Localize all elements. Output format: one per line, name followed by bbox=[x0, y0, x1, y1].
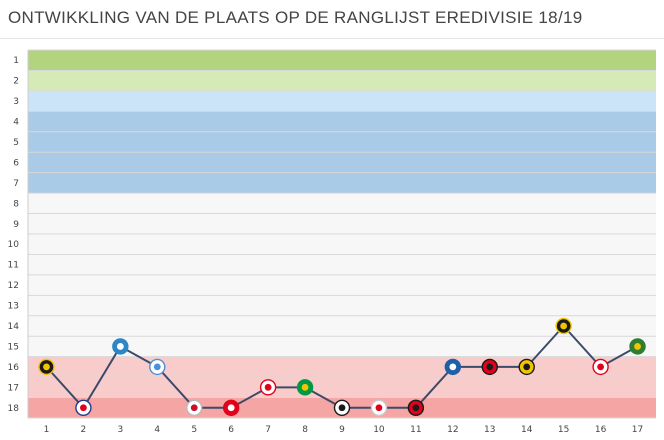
x-tick-label: 6 bbox=[228, 425, 234, 435]
y-tick-label: 11 bbox=[8, 261, 19, 271]
y-tick-label: 18 bbox=[8, 404, 20, 414]
data-point-badge bbox=[444, 358, 462, 376]
data-point-badge bbox=[481, 358, 498, 376]
x-tick-label: 8 bbox=[302, 425, 308, 435]
y-tick-label: 9 bbox=[13, 220, 19, 230]
badge-emblem bbox=[80, 404, 87, 412]
y-tick-label: 1 bbox=[13, 56, 19, 66]
x-tick-label: 10 bbox=[373, 425, 385, 435]
y-tick-label: 13 bbox=[8, 302, 19, 312]
badge-emblem bbox=[153, 363, 161, 371]
x-tick-label: 1 bbox=[44, 425, 50, 435]
x-tick-label: 5 bbox=[191, 425, 197, 435]
y-tick-label: 12 bbox=[8, 281, 19, 291]
data-point-badge bbox=[149, 358, 166, 376]
badge-emblem bbox=[523, 363, 531, 371]
badge-emblem bbox=[264, 383, 272, 391]
data-point-badge bbox=[75, 399, 92, 416]
series-points bbox=[38, 317, 646, 416]
data-point-badge bbox=[186, 399, 203, 416]
data-point-badge bbox=[296, 379, 314, 396]
data-point-badge bbox=[259, 379, 277, 396]
data-point-badge bbox=[222, 399, 240, 416]
badge-emblem bbox=[597, 363, 604, 371]
badge-emblem bbox=[486, 363, 494, 371]
y-tick-label: 17 bbox=[8, 383, 19, 393]
x-tick-label: 3 bbox=[117, 425, 123, 435]
title-divider bbox=[0, 38, 664, 39]
data-point-badge bbox=[112, 338, 129, 355]
chart-title: ONTWIKKLING VAN DE PLAATS OP DE RANGLIJS… bbox=[8, 8, 583, 27]
x-tick-label: 17 bbox=[632, 425, 643, 435]
y-tick-label: 6 bbox=[13, 158, 19, 168]
band-1 bbox=[28, 50, 656, 71]
x-tick-label: 13 bbox=[484, 425, 495, 435]
badge-emblem bbox=[227, 404, 235, 412]
badge-emblem bbox=[634, 343, 641, 350]
band-3 bbox=[28, 90, 656, 112]
badge-emblem bbox=[449, 363, 457, 371]
data-point-badge bbox=[629, 338, 646, 355]
data-point-badge bbox=[370, 399, 388, 416]
band-2 bbox=[28, 70, 656, 91]
y-tick-label: 8 bbox=[13, 199, 19, 209]
x-axis-ticks: 1 2 3 4 5 6 7 8 9 10 11 12 13 14 15 16 17 bbox=[44, 425, 644, 435]
x-tick-label: 15 bbox=[558, 425, 569, 435]
x-tick-label: 4 bbox=[154, 425, 160, 435]
badge-emblem bbox=[375, 404, 383, 412]
x-tick-label: 12 bbox=[447, 425, 458, 435]
y-tick-label: 10 bbox=[8, 240, 20, 250]
x-tick-label: 9 bbox=[339, 425, 345, 435]
badge-emblem bbox=[338, 404, 346, 412]
x-tick-label: 16 bbox=[595, 425, 607, 435]
badge-emblem bbox=[560, 322, 568, 330]
y-tick-label: 3 bbox=[13, 97, 19, 107]
x-tick-label: 14 bbox=[521, 425, 533, 435]
data-point-badge bbox=[518, 358, 535, 376]
badge-emblem bbox=[190, 404, 198, 412]
data-point-badge bbox=[333, 399, 351, 416]
y-tick-label: 14 bbox=[8, 322, 20, 332]
y-tick-label: 7 bbox=[13, 179, 19, 189]
y-tick-label: 16 bbox=[8, 363, 20, 373]
y-tick-label: 2 bbox=[13, 77, 19, 87]
x-tick-label: 7 bbox=[265, 425, 271, 435]
data-point-badge bbox=[555, 317, 572, 335]
grid-lines bbox=[28, 49, 656, 419]
x-tick-label: 2 bbox=[81, 425, 87, 435]
y-tick-label: 15 bbox=[8, 342, 19, 352]
data-point-badge bbox=[407, 399, 425, 416]
x-tick-label: 11 bbox=[410, 425, 421, 435]
badge-emblem bbox=[412, 404, 420, 412]
badge-emblem bbox=[43, 363, 50, 371]
y-tick-label: 4 bbox=[13, 118, 19, 128]
data-point-badge bbox=[592, 358, 609, 376]
data-point-badge bbox=[38, 358, 55, 376]
badge-emblem bbox=[301, 383, 309, 391]
y-tick-label: 5 bbox=[13, 138, 19, 148]
badge-emblem bbox=[116, 343, 124, 350]
